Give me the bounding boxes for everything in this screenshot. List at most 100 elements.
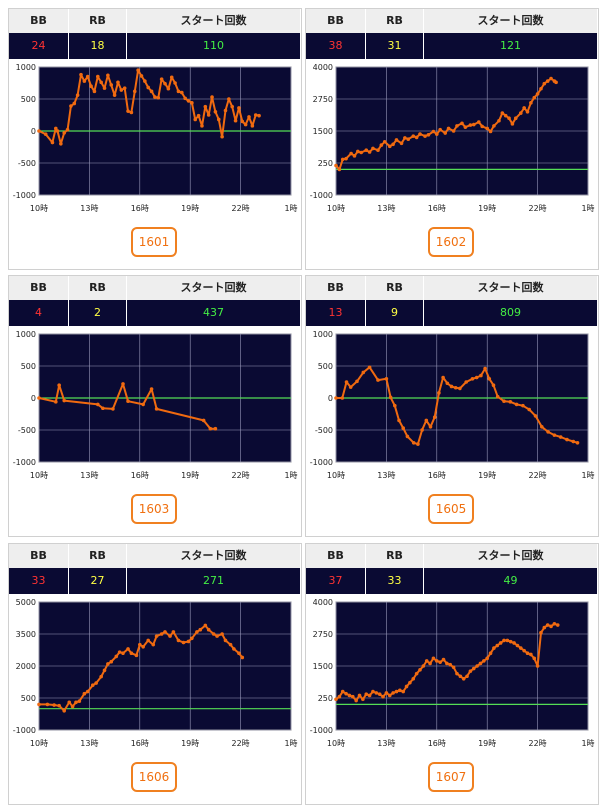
data-point bbox=[424, 659, 429, 663]
data-point bbox=[344, 380, 349, 384]
data-point bbox=[74, 700, 78, 705]
data-point bbox=[529, 652, 533, 657]
data-point bbox=[57, 383, 61, 387]
data-point bbox=[240, 655, 245, 660]
data-point bbox=[525, 651, 530, 655]
data-point bbox=[213, 426, 218, 431]
data-point bbox=[203, 623, 208, 628]
history-chart: 4000 2750 1500 250 -1000 10時 13時 16時 19時 22時 1時 bbox=[310, 598, 595, 748]
data-point bbox=[495, 394, 500, 399]
x-tick-label: 16時 bbox=[428, 739, 446, 748]
data-point bbox=[220, 632, 224, 636]
bb-header: BB bbox=[9, 544, 69, 568]
rb-value: 33 bbox=[366, 568, 424, 594]
stats-table: BB 37 RB 33 スタート回数 49 bbox=[306, 544, 598, 594]
data-point bbox=[121, 382, 125, 386]
x-tick-label: 22時 bbox=[232, 739, 250, 748]
data-point bbox=[477, 120, 481, 124]
data-point bbox=[401, 689, 405, 694]
data-point bbox=[77, 699, 82, 703]
data-point bbox=[451, 129, 456, 133]
data-point bbox=[129, 110, 134, 115]
y-tick-label: 3500 bbox=[16, 630, 36, 639]
data-point bbox=[519, 646, 523, 650]
data-point bbox=[418, 668, 422, 672]
data-point bbox=[159, 77, 164, 81]
data-point bbox=[458, 386, 462, 391]
data-point bbox=[535, 664, 540, 668]
data-point bbox=[213, 110, 218, 114]
y-tick-label: 4000 bbox=[313, 63, 333, 72]
data-point bbox=[519, 111, 523, 115]
x-tick-label: 1時 bbox=[581, 471, 594, 480]
data-point bbox=[428, 661, 432, 666]
rb-header: RB bbox=[366, 9, 424, 33]
x-tick-label: 10時 bbox=[327, 204, 345, 213]
data-point bbox=[391, 691, 395, 695]
data-point bbox=[443, 131, 447, 135]
data-point bbox=[149, 89, 154, 94]
bb-value: 37 bbox=[306, 568, 366, 594]
starts-header: スタート回数 bbox=[424, 9, 598, 33]
data-point bbox=[153, 95, 157, 99]
y-tick-label: -1000 bbox=[310, 726, 333, 735]
data-point bbox=[479, 373, 483, 378]
unit-number-button[interactable]: 1605 bbox=[428, 494, 474, 524]
data-point bbox=[377, 692, 382, 696]
data-point bbox=[364, 148, 369, 152]
data-point bbox=[354, 698, 358, 703]
x-tick-label: 19時 bbox=[181, 471, 199, 480]
data-point bbox=[539, 86, 543, 91]
x-tick-label: 16時 bbox=[428, 204, 446, 213]
data-point bbox=[136, 68, 140, 72]
x-tick-label: 19時 bbox=[478, 739, 496, 748]
unit-number-button[interactable]: 1606 bbox=[131, 762, 177, 792]
bb-value: 38 bbox=[306, 33, 366, 59]
data-point bbox=[37, 396, 41, 400]
data-point bbox=[488, 129, 493, 134]
data-point bbox=[475, 664, 479, 668]
unit-number-button[interactable]: 1601 bbox=[131, 227, 177, 257]
y-tick-label: 0 bbox=[31, 127, 36, 136]
data-point bbox=[220, 134, 224, 139]
data-point bbox=[379, 143, 384, 147]
rb-header: RB bbox=[69, 276, 127, 300]
starts-header: スタート回数 bbox=[424, 276, 598, 300]
data-point bbox=[344, 156, 348, 161]
data-point bbox=[441, 375, 445, 380]
y-tick-label: 1000 bbox=[16, 63, 36, 72]
unit-number-button[interactable]: 1602 bbox=[428, 227, 474, 257]
data-point bbox=[532, 656, 537, 661]
x-tick-label: 1時 bbox=[581, 739, 594, 748]
y-tick-label: 250 bbox=[318, 159, 333, 168]
bb-value: 4 bbox=[9, 300, 69, 326]
data-point bbox=[102, 668, 107, 673]
data-point bbox=[109, 83, 114, 87]
x-tick-label: 22時 bbox=[529, 739, 547, 748]
x-tick-label: 13時 bbox=[377, 471, 395, 480]
data-point bbox=[196, 113, 201, 118]
unit-number-button[interactable]: 1603 bbox=[131, 494, 177, 524]
data-point bbox=[352, 154, 357, 158]
data-point bbox=[180, 90, 184, 95]
data-point bbox=[166, 86, 171, 91]
data-point bbox=[471, 122, 476, 127]
data-point bbox=[181, 640, 186, 645]
data-point bbox=[565, 437, 569, 442]
data-point bbox=[460, 121, 464, 126]
data-point bbox=[72, 101, 77, 106]
data-point bbox=[82, 79, 87, 83]
data-point bbox=[428, 425, 433, 429]
data-point bbox=[106, 73, 110, 78]
data-point bbox=[106, 662, 110, 666]
data-point bbox=[337, 694, 342, 699]
data-point bbox=[114, 654, 119, 659]
data-point bbox=[397, 418, 401, 423]
data-point bbox=[423, 134, 427, 138]
y-tick-label: -500 bbox=[315, 426, 333, 435]
y-tick-label: 1000 bbox=[313, 330, 333, 339]
data-point bbox=[521, 403, 525, 408]
data-point bbox=[340, 689, 345, 694]
bb-header: BB bbox=[9, 9, 69, 33]
unit-number-button[interactable]: 1607 bbox=[428, 762, 474, 792]
